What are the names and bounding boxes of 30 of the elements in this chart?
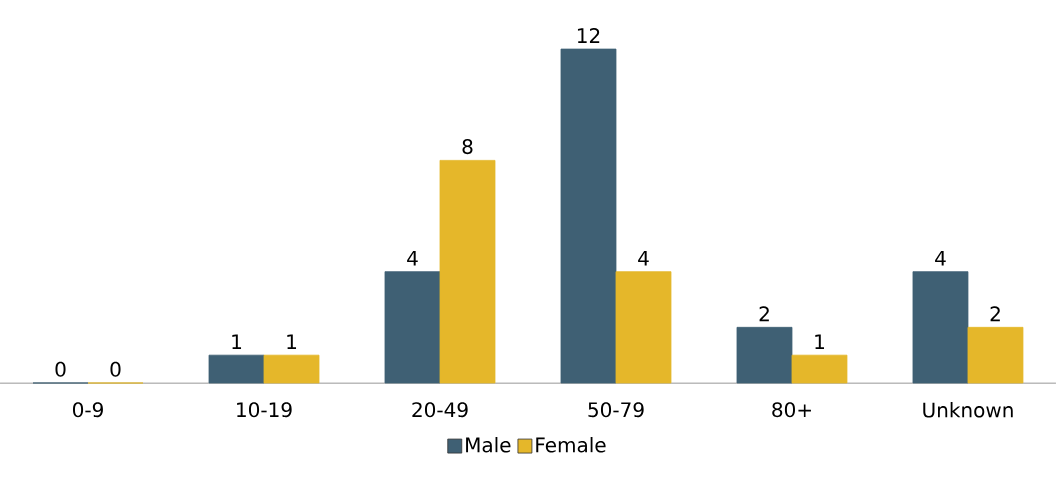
bar: [791, 354, 848, 384]
x-tick-label: 80+: [772, 402, 811, 418]
data-label: 1: [815, 334, 825, 349]
data-label: 12: [577, 28, 600, 43]
x-tick-label: 0-9: [73, 402, 103, 418]
bar: [384, 271, 441, 384]
bar: [263, 354, 320, 384]
data-label: 2: [990, 306, 1000, 322]
bar: [912, 271, 969, 384]
data-label: 0: [110, 361, 121, 377]
data-label: 0: [55, 361, 66, 377]
data-label: 4: [407, 250, 418, 266]
bar: [967, 326, 1024, 384]
data-label: 8: [462, 139, 473, 155]
bar: [439, 159, 496, 384]
data-label: 1: [287, 334, 297, 349]
x-tick-label: Unknown: [923, 402, 1013, 418]
legend-label: Female: [536, 436, 606, 453]
data-label: 4: [935, 250, 946, 266]
bar: [560, 48, 617, 384]
x-tick-label: 10-19: [237, 402, 292, 418]
legend-label: Male: [466, 436, 511, 453]
data-label: 2: [759, 306, 769, 322]
x-tick-label: 50-79: [588, 402, 644, 418]
x-tick-label: 20-49: [412, 402, 468, 418]
bar: [615, 271, 672, 384]
data-label: 1: [232, 334, 242, 349]
bar: [208, 354, 265, 384]
data-label: 4: [638, 250, 649, 266]
bar: [736, 326, 793, 384]
